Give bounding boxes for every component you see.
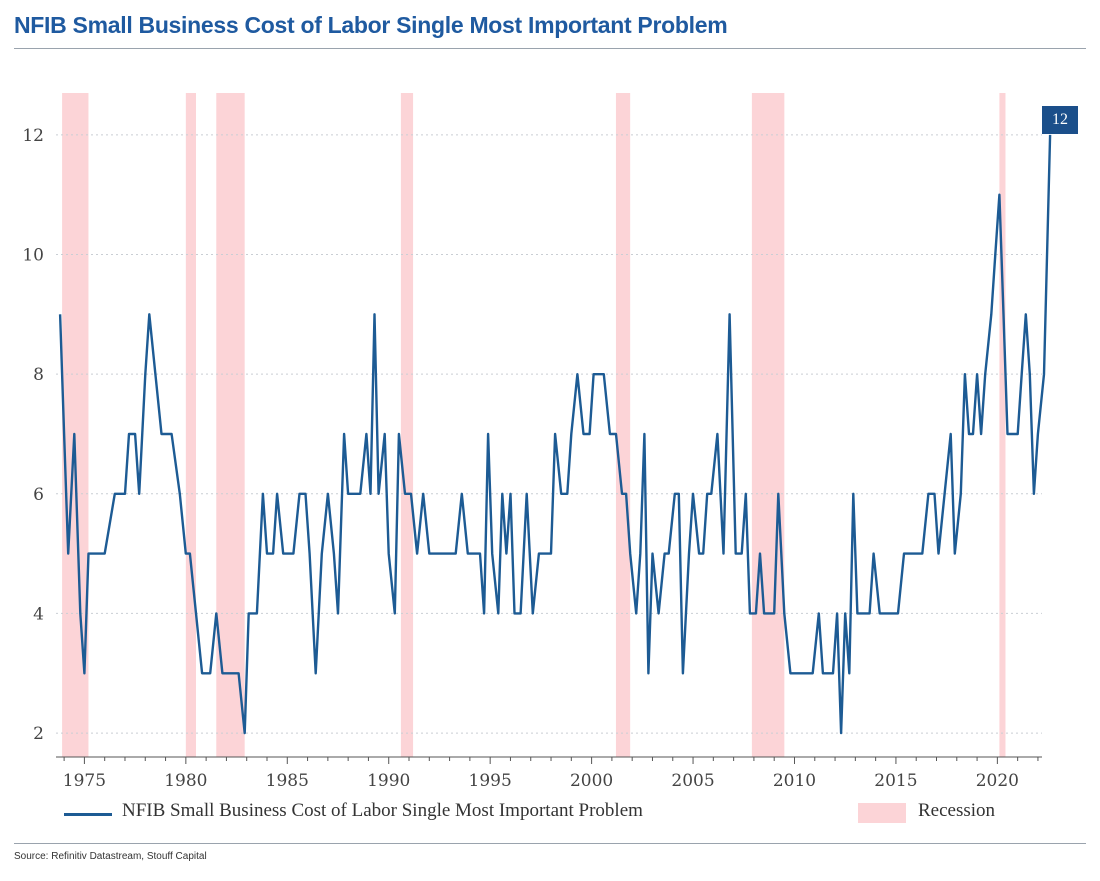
x-tick-label: 2010 (773, 771, 816, 791)
recession-band-1 (185, 93, 196, 757)
series-line-0 (58, 134, 1052, 735)
x-tick-label: 2015 (874, 771, 917, 791)
x-tick-label: 1975 (63, 771, 106, 791)
x-tick-label: 1985 (266, 771, 309, 791)
source-note: Source: Refinitiv Datastream, Stouff Cap… (14, 851, 207, 862)
x-tick-label: 1990 (367, 771, 410, 791)
y-axis-ticks: 2 4 6 8 10 12 (22, 126, 44, 744)
y-tick-label: 8 (33, 365, 44, 385)
x-tick-label: 1995 (469, 771, 512, 791)
y-gridlines (56, 134, 1042, 734)
recession-band-4 (615, 93, 631, 757)
recession-band-0 (62, 93, 89, 757)
recession-band-5 (751, 93, 785, 757)
y-tick-label: 12 (22, 126, 44, 146)
series-line (58, 134, 1052, 735)
recession-band-2 (216, 93, 245, 757)
x-tick-label: 2000 (570, 771, 613, 791)
legend-recession-label: Recession (918, 800, 996, 821)
chart-title: NFIB Small Business Cost of Labor Single… (14, 12, 728, 38)
recession-band-6 (999, 93, 1006, 757)
recession-band-3 (400, 93, 414, 757)
last-value-badge: 12 (1042, 106, 1078, 134)
y-tick-label: 6 (33, 485, 44, 505)
footer-divider (14, 843, 1086, 844)
y-tick-label: 10 (22, 246, 44, 266)
legend-recession-swatch (858, 803, 906, 823)
y-tick-label: 4 (33, 604, 44, 624)
legend-series-swatch (64, 813, 112, 816)
recession-bands (62, 93, 1006, 757)
x-tick-label: 2020 (976, 771, 1019, 791)
x-tick-label: 2005 (671, 771, 714, 791)
line-chart: 2 4 6 8 10 12 1975 1980 1985 1990 1995 2000 2005 201… (22, 93, 1052, 791)
x-tick-label: 1980 (164, 771, 207, 791)
legend-series-label: NFIB Small Business Cost of Labor Single… (122, 800, 643, 821)
title-divider (14, 48, 1086, 49)
x-axis: 1975 1980 1985 1990 1995 2000 2005 2010 2015 2020 (56, 756, 1042, 791)
y-tick-label: 2 (33, 724, 44, 744)
